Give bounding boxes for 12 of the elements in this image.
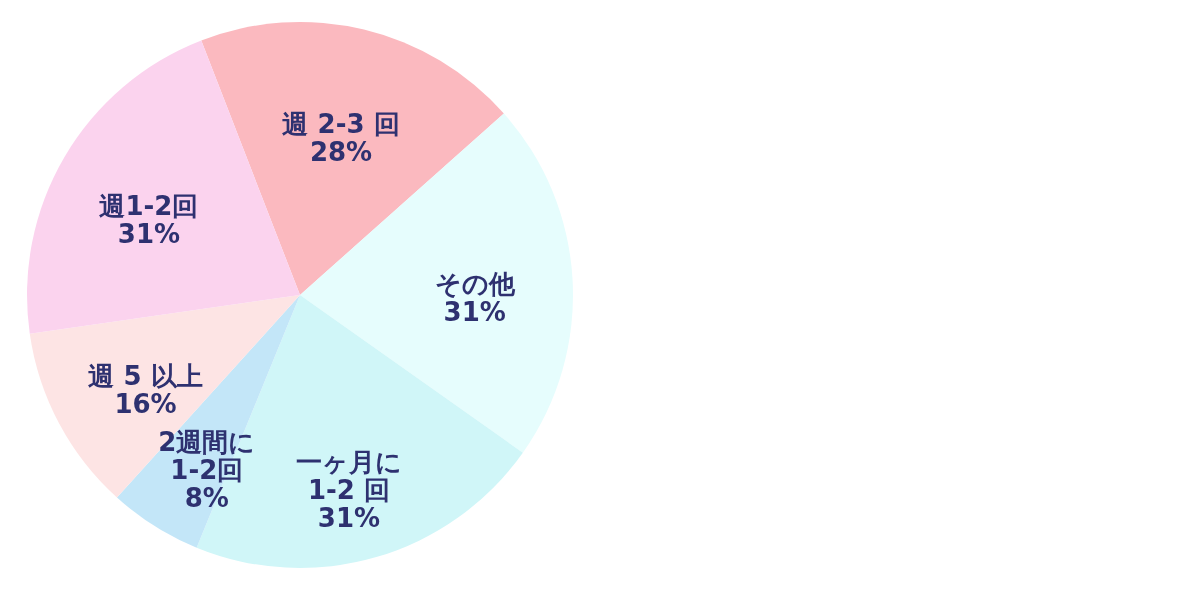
data-label: 8% xyxy=(184,483,229,514)
slice-label: 2週間に 1-2回 xyxy=(158,427,256,486)
slice-label: その他 xyxy=(434,269,516,300)
slice-label: 週 5 以上 xyxy=(88,361,203,392)
data-label: 16% xyxy=(114,389,177,420)
data-label: 28% xyxy=(309,136,373,167)
data-label: 31% xyxy=(317,503,381,534)
slice-label: 週 2-3 回 xyxy=(282,108,400,139)
slice-label: 一ヶ月に 1-2 回 xyxy=(295,447,402,506)
slice-label: 週1-2回 xyxy=(99,190,199,221)
data-label: 31% xyxy=(117,218,181,249)
data-label: 31% xyxy=(443,297,506,328)
